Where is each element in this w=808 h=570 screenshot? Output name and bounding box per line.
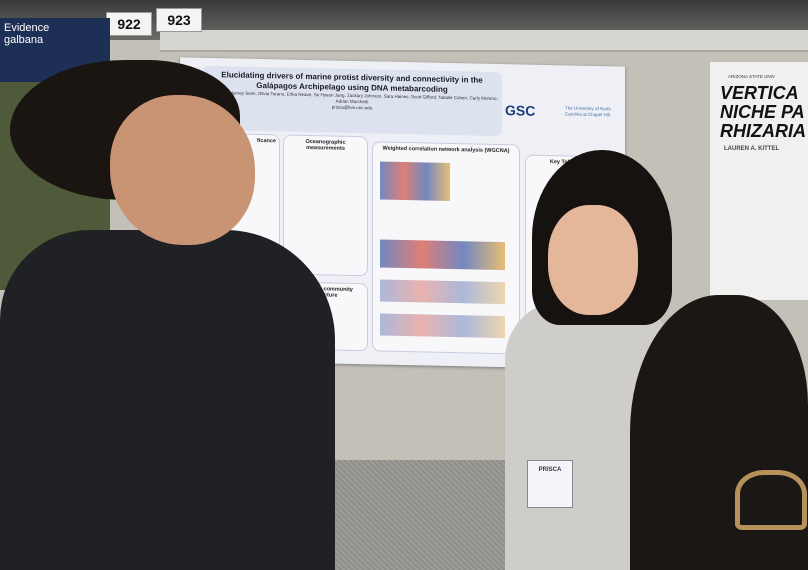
bar-plot <box>380 239 505 271</box>
poster-title-box: Elucidating drivers of marine protist di… <box>202 65 502 137</box>
left-poster-line: galbana <box>4 34 44 46</box>
presenter-face <box>548 205 638 315</box>
abundance-plot <box>380 313 505 339</box>
visitor-face <box>110 95 255 245</box>
right-poster-title: VERTICA <box>720 83 799 103</box>
gsc-logo: GSC <box>505 102 536 119</box>
heatmap-plot <box>380 161 450 201</box>
unc-logo: The University of North Carolina at Chap… <box>565 105 612 118</box>
visitor-jacket <box>0 230 335 570</box>
left-poster-line: Evidence <box>4 22 50 34</box>
booth-sign-923: 923 <box>156 8 202 32</box>
right-poster-title: RHIZARIA <box>720 121 806 141</box>
abundance-plot <box>380 279 505 305</box>
right-poster-author: LAUREN A. KITTEL <box>724 146 780 152</box>
name-badge: PRISCA <box>527 460 573 508</box>
right-poster: ARIZONA STATE UNIV VERTICA NICHE PA RHIZ… <box>710 62 808 300</box>
right-poster-institution: ARIZONA STATE UNIV <box>728 74 775 79</box>
right-poster-title: NICHE PA <box>720 102 805 122</box>
booth-sign-922: 922 <box>106 12 152 36</box>
hair-clip <box>735 470 807 530</box>
wall-rail <box>160 30 808 52</box>
